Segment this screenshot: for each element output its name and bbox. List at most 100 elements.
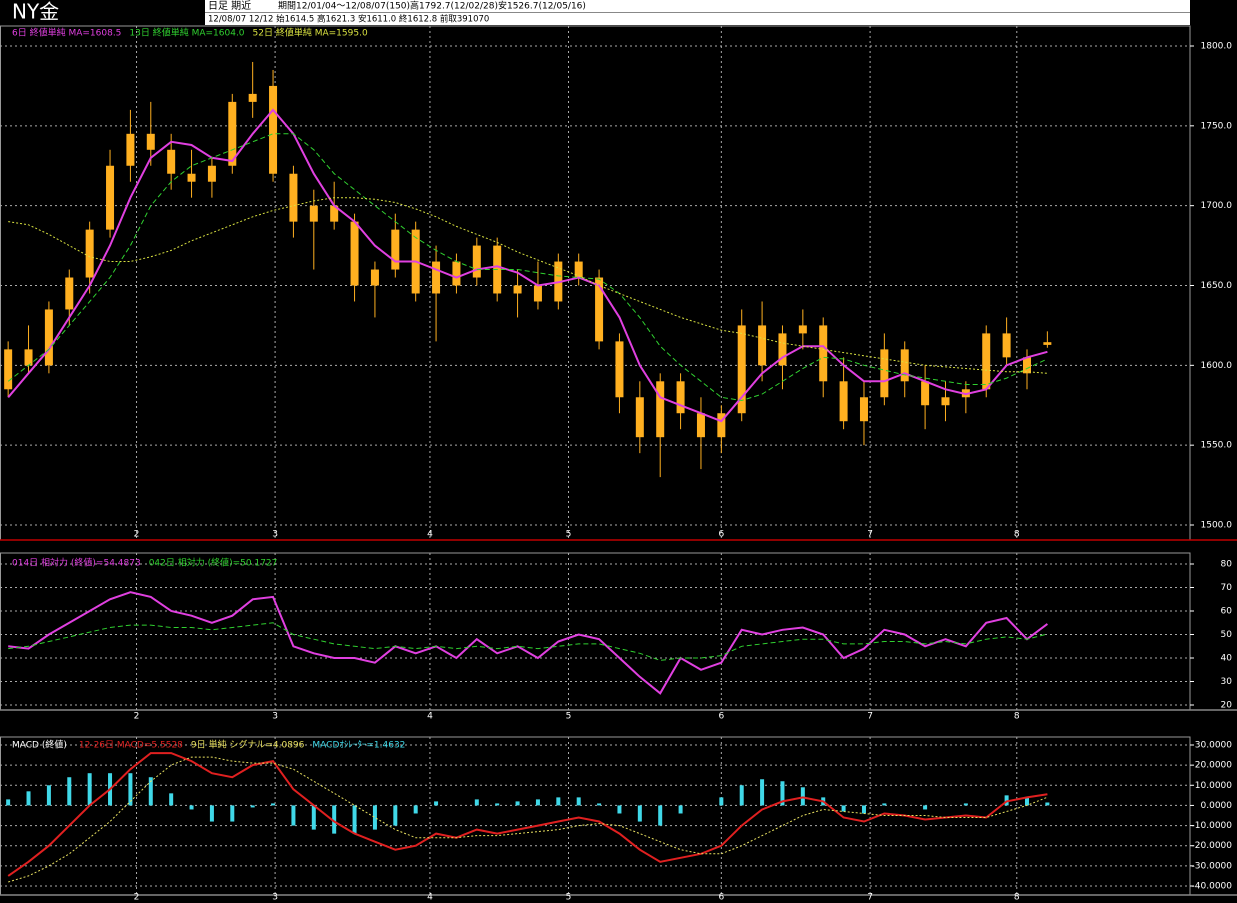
histogram-bar <box>46 785 51 806</box>
candle-body <box>85 229 94 278</box>
candle-body <box>717 413 726 438</box>
histogram-bar <box>658 805 663 826</box>
legend-entry: 042日 相対力 (終値)=50.1727 <box>149 557 278 569</box>
legend-entry: MACDｵｼﾚｰﾀｰ=1.4632 <box>312 740 405 751</box>
histogram-bar <box>963 803 968 806</box>
candle-body <box>676 381 685 414</box>
histogram-bar <box>291 805 296 826</box>
candle-body <box>126 133 135 166</box>
candle-body <box>859 397 868 422</box>
x-tick-label: 3 <box>272 530 278 540</box>
histogram-bar <box>739 785 744 806</box>
candle-body <box>289 173 298 222</box>
candle-body <box>370 269 379 286</box>
candle-body <box>269 85 278 174</box>
x-tick-label: 7 <box>867 893 873 903</box>
candle-body <box>656 381 665 438</box>
histogram-bar <box>372 805 377 830</box>
histogram-bar <box>678 805 683 814</box>
x-tick-label: 4 <box>427 893 433 903</box>
y-tick-label: 1650.0 <box>1201 281 1233 291</box>
candle-body <box>24 349 33 366</box>
y-tick-label: 1600.0 <box>1201 361 1233 371</box>
histogram-bar <box>352 805 357 834</box>
legend-entry: 6日 終値単純 MA=1608.5 <box>12 27 121 39</box>
x-tick-label: 2 <box>134 712 140 722</box>
y-tick-label: -30.0000 <box>1192 861 1233 871</box>
panel-title: MACD (終値) <box>12 739 67 751</box>
histogram-bar <box>311 805 316 830</box>
candle-body <box>900 349 909 382</box>
y-tick-label: 60 <box>1221 607 1233 617</box>
histogram-bar <box>393 805 398 826</box>
y-tick-label: -20.0000 <box>1192 841 1233 851</box>
histogram-bar <box>780 781 785 806</box>
histogram-bar <box>882 803 887 806</box>
candle-body <box>146 133 155 150</box>
histogram-bar <box>556 797 561 806</box>
candle-body <box>4 349 13 390</box>
histogram-bar <box>861 805 866 814</box>
y-tick-label: 1500.0 <box>1201 521 1233 531</box>
candle-body <box>737 325 746 414</box>
y-tick-label: -40.0000 <box>1192 882 1233 892</box>
histogram-bar <box>719 797 724 806</box>
histogram-bar <box>1024 797 1029 806</box>
x-tick-label: 5 <box>566 893 572 903</box>
y-tick-label: 10.0000 <box>1195 781 1232 791</box>
histogram-bar <box>67 777 72 806</box>
x-tick-label: 2 <box>134 530 140 540</box>
candle-body <box>167 149 176 174</box>
candle-body <box>696 413 705 438</box>
x-tick-label: 8 <box>1014 893 1020 903</box>
candle-body <box>1043 342 1052 345</box>
candle-body <box>330 205 339 222</box>
candle-body <box>391 229 400 270</box>
x-tick-label: 5 <box>566 530 572 540</box>
x-tick-label: 3 <box>272 712 278 722</box>
x-tick-label: 3 <box>272 893 278 903</box>
series-line <box>8 622 1048 661</box>
histogram-bar <box>189 805 194 810</box>
candle-body <box>798 325 807 334</box>
y-tick-label: 1700.0 <box>1201 201 1233 211</box>
candle-body <box>921 381 930 406</box>
x-tick-label: 2 <box>134 893 140 903</box>
y-tick-label: 1550.0 <box>1201 441 1233 451</box>
candle-body <box>839 381 848 422</box>
x-tick-label: 8 <box>1014 530 1020 540</box>
histogram-bar <box>271 803 276 806</box>
x-tick-label: 6 <box>718 712 724 722</box>
candle-body <box>778 333 787 366</box>
y-tick-label: 30.0000 <box>1195 741 1232 751</box>
y-tick-label: 20.0000 <box>1195 761 1232 771</box>
y-tick-label: 0.0000 <box>1201 801 1233 811</box>
histogram-bar <box>128 773 133 806</box>
histogram-bar <box>169 793 174 806</box>
histogram-bar <box>1045 802 1050 806</box>
candle-body <box>452 261 461 286</box>
legend-entry: 52日 終値単純 MA=1595.0 <box>253 27 368 39</box>
series-line <box>7 133 1048 402</box>
histogram-bar <box>250 805 255 808</box>
candle-body <box>533 285 542 302</box>
candle-body <box>248 93 257 102</box>
candle-body <box>513 285 522 294</box>
candle-body <box>309 205 318 222</box>
histogram-bar <box>495 803 500 806</box>
histogram-bar <box>209 805 214 822</box>
candle-body <box>228 101 237 166</box>
candle-body <box>106 165 115 230</box>
histogram-bar <box>515 801 520 806</box>
x-tick-label: 8 <box>1014 712 1020 722</box>
x-tick-label: 6 <box>718 530 724 540</box>
series-line <box>8 591 1048 695</box>
candle-body <box>758 325 767 366</box>
y-tick-label: 30 <box>1221 677 1233 687</box>
candle-body <box>350 221 359 286</box>
histogram-bar <box>800 787 805 806</box>
histogram-bar <box>230 805 235 822</box>
histogram-bar <box>413 805 418 814</box>
